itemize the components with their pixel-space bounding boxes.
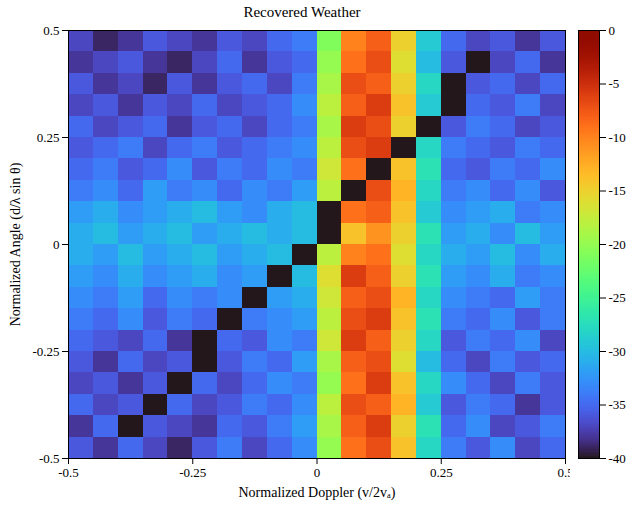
svg-text:0: 0 [314,465,321,480]
svg-text:Normalized Angle (d/λ sin θ): Normalized Angle (d/λ sin θ) [8,162,24,326]
svg-text:-30: -30 [609,344,626,359]
html-text:Recovered Weather: Recovered Weather [243,4,361,20]
svg-text:-0.5: -0.5 [58,465,79,480]
svg-text:-0.25: -0.25 [179,465,206,480]
svg-text:0: 0 [53,237,60,252]
svg-text:-40: -40 [609,451,626,466]
svg-text:-15: -15 [609,183,626,198]
svg-text:0.5: 0.5 [557,465,570,480]
svg-text:-10: -10 [609,130,626,145]
svg-text:-35: -35 [609,397,626,412]
svg-text:-0.5: -0.5 [39,451,60,466]
svg-text:-0.25: -0.25 [32,344,59,359]
svg-text:Normalized Doppler (v/2vₐ): Normalized Doppler (v/2vₐ) [238,485,395,501]
svg-text:0: 0 [609,24,616,38]
svg-text:-5: -5 [609,76,620,91]
svg-text:0.25: 0.25 [37,130,60,145]
svg-text:-25: -25 [609,290,626,305]
svg-text:-20: -20 [609,237,626,252]
svg-text:0.5: 0.5 [43,24,59,38]
svg-text:0.25: 0.25 [430,465,453,480]
